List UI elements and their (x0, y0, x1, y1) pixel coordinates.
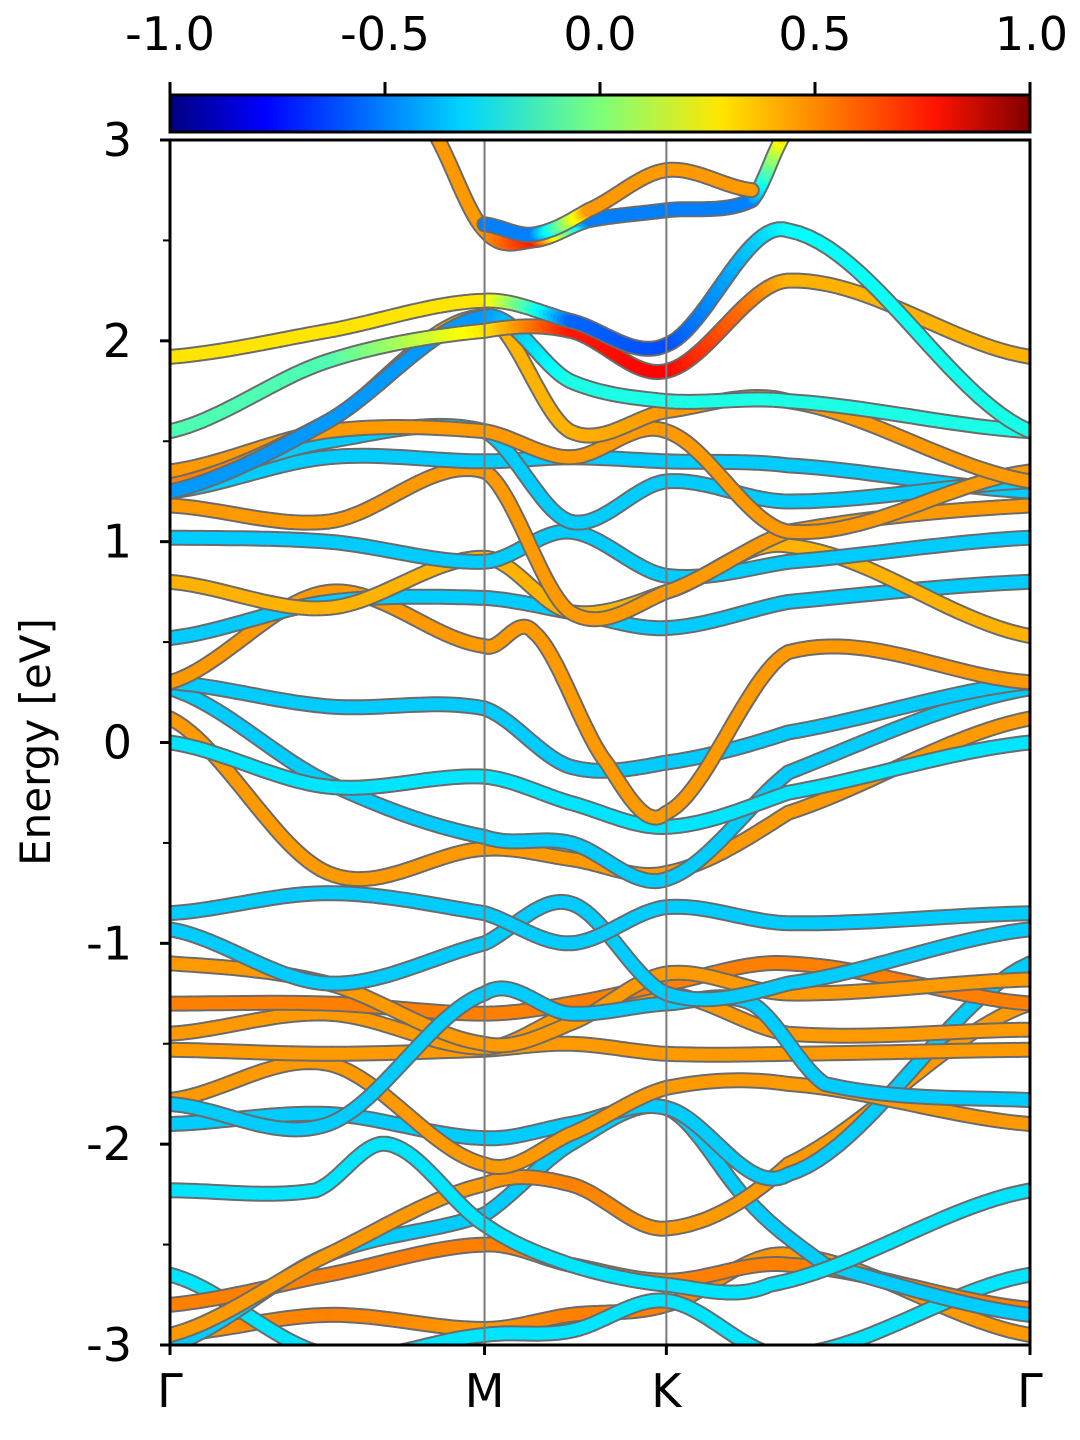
band-segment (393, 1352, 400, 1353)
high-symmetry-lines (483, 140, 668, 1345)
y-tick-label: 0 (103, 716, 132, 770)
band-29 (170, 308, 1030, 500)
band-segment (742, 183, 758, 197)
band-segment (779, 140, 788, 142)
y-axis: -3 -2 -1 0 1 2 3 (86, 113, 170, 1372)
band-segment (408, 1341, 425, 1345)
colorbar-ticks: -1.0 -0.5 0.0 0.5 1.0 (125, 7, 1068, 95)
colorbar-tick-label: -0.5 (340, 7, 430, 61)
band-23 (170, 523, 1030, 585)
colorbar-tick-label: 0.5 (778, 7, 851, 61)
band-segment (746, 1340, 763, 1345)
band-segment (335, 1356, 342, 1357)
band-segment (380, 1354, 387, 1355)
band-segment (817, 1344, 820, 1345)
band-segment (295, 1340, 313, 1345)
y-tick-label: -3 (86, 1318, 132, 1372)
band-13 (170, 980, 1030, 1138)
y-tick-label: -2 (86, 1117, 132, 1171)
band-segment (315, 1352, 322, 1354)
y-tick-label: 1 (103, 515, 132, 569)
band-segment (1013, 1268, 1030, 1283)
band-segment (1013, 531, 1030, 545)
band-segment (1013, 575, 1030, 589)
band-segment (763, 1351, 768, 1353)
band-segment (1013, 736, 1030, 750)
band-segment (431, 140, 443, 144)
kpoint-label: M (465, 1364, 505, 1418)
band-segment (773, 1354, 778, 1355)
kpoint-label: Γ (157, 1364, 183, 1418)
y-axis-label: Energy [eV] (11, 618, 60, 866)
band-14 (170, 893, 1030, 1008)
band-segment (1013, 349, 1030, 363)
y-tick-label: 2 (103, 314, 132, 368)
y-tick-label: -1 (86, 916, 132, 970)
band-16 (170, 710, 1030, 888)
band-segment (1013, 1184, 1030, 1199)
band-segment (1013, 712, 1030, 727)
colorbar-tick-label: -1.0 (125, 7, 215, 61)
kpoint-label: K (651, 1364, 683, 1418)
band-segment (1013, 627, 1030, 643)
band-segment (768, 1353, 773, 1354)
band-15 (170, 885, 1030, 952)
band-8 (170, 1054, 1030, 1175)
band-segment (753, 1343, 764, 1345)
band-segment (798, 1353, 808, 1354)
colorbar: -1.0 -0.5 0.0 0.5 1.0 (125, 7, 1068, 134)
band-33 (476, 161, 760, 243)
colorbar-tick-label: 0.0 (563, 7, 636, 61)
band-segment (1013, 996, 1030, 1010)
band-30 (170, 272, 1030, 440)
band-segment (403, 1342, 418, 1345)
band-segment (1013, 499, 1030, 513)
band-lines (170, 140, 1030, 1357)
band-segment (402, 1344, 410, 1345)
band-segment (322, 1354, 329, 1356)
band-segment (788, 1354, 798, 1355)
colorbar-gradient (168, 93, 1032, 134)
band-segment (374, 1355, 381, 1356)
band-segment (1013, 1327, 1030, 1341)
y-tick-label: 3 (103, 113, 132, 167)
kpoint-label: Γ (1017, 1364, 1043, 1418)
band-segment (817, 1342, 834, 1345)
band-31 (170, 221, 1030, 440)
band-segment (1013, 957, 1030, 975)
colorbar-tick-label: 1.0 (995, 7, 1068, 61)
band-segment (776, 140, 789, 145)
band-segment (1013, 473, 1030, 488)
band-segment (304, 1343, 315, 1345)
band-18 (170, 734, 1030, 835)
band-segment (328, 1355, 335, 1356)
band-segment (1013, 484, 1030, 498)
band-segment (1013, 923, 1030, 937)
band-6 (170, 1135, 1030, 1301)
band-segment (1013, 675, 1030, 689)
band-9 (170, 1035, 1030, 1063)
band-segment (1013, 420, 1030, 438)
band-segment (1013, 1117, 1030, 1131)
band-segment (367, 1356, 374, 1357)
band-segment (387, 1353, 394, 1354)
